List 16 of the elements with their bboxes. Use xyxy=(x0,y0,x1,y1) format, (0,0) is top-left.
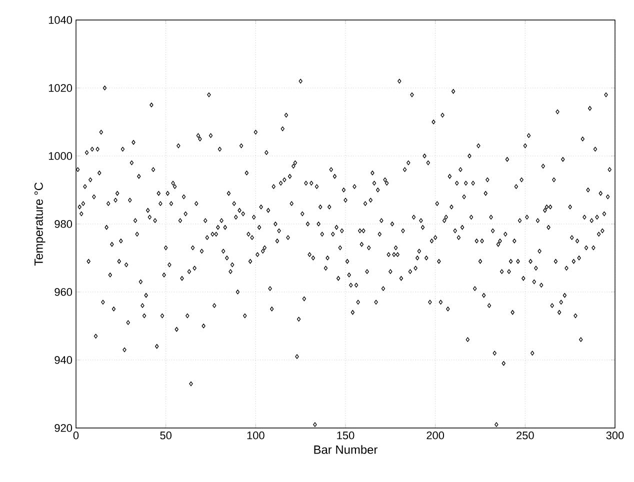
x-tick-label: 150 xyxy=(337,432,354,440)
x-tick-label: 200 xyxy=(426,432,444,440)
y-tick-label: 960 xyxy=(54,288,72,296)
x-axis-title: Bar Number xyxy=(314,445,378,454)
y-axis-title: Temperature °C xyxy=(34,182,46,266)
y-tick-label: 1040 xyxy=(48,16,72,24)
y-tick-label: 1020 xyxy=(48,84,72,92)
x-tick-label: 300 xyxy=(606,432,624,440)
x-tick-label: 100 xyxy=(247,432,264,440)
y-tick-label: 940 xyxy=(54,356,72,364)
x-tick-label: 0 xyxy=(73,432,79,440)
y-tick-label: 920 xyxy=(54,424,72,432)
x-tick-label: 50 xyxy=(160,432,172,440)
y-tick-label: 1000 xyxy=(48,152,72,160)
x-tick-label: 250 xyxy=(516,432,534,440)
y-tick-label: 980 xyxy=(54,220,72,228)
